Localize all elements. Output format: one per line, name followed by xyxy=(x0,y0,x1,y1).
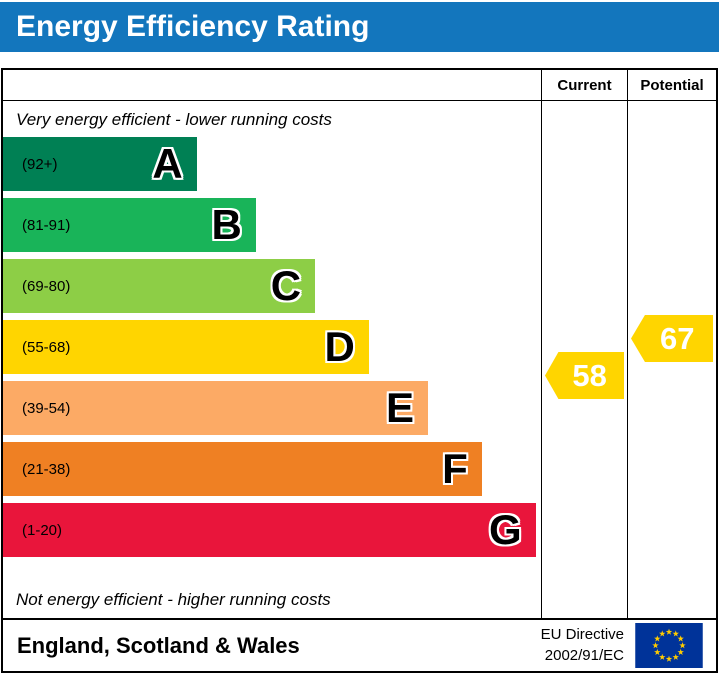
eu-directive-line-2: 2002/91/EC xyxy=(544,646,624,664)
eu-directive-label: EU Directive 2002/91/EC xyxy=(541,625,624,666)
band-row-c: (69-80) C xyxy=(3,259,541,313)
potential-score-arrow: 67 xyxy=(631,315,713,362)
band-letter-b: B xyxy=(211,201,242,248)
bottom-note: Not energy efficient - higher running co… xyxy=(16,590,331,609)
title-bar: Energy Efficiency Rating xyxy=(0,2,719,52)
eu-directive-line-1: EU Directive xyxy=(540,626,624,644)
band-bar-f: (21-38) F xyxy=(3,442,482,496)
column-header-spacer xyxy=(3,70,541,101)
column-header-potential: Potential xyxy=(627,70,716,101)
band-row-a: (92+) A xyxy=(3,137,541,191)
band-range-d: (55-68) xyxy=(22,338,71,356)
band-range-f: (21-38) xyxy=(22,460,71,478)
band-bar-g: (1-20) G xyxy=(3,503,536,557)
band-row-e: (39-54) E xyxy=(3,381,541,435)
band-bar-b: (81-91) B xyxy=(3,198,256,252)
band-row-d: (55-68) D xyxy=(3,320,541,374)
band-range-c: (69-80) xyxy=(22,277,71,295)
chart-box: Current Potential Very energy efficient … xyxy=(1,68,718,673)
footer: England, Scotland & Wales EU Directive 2… xyxy=(3,618,716,671)
current-score-value: 58 xyxy=(572,357,607,393)
band-letter-a: A xyxy=(152,140,183,187)
eu-flag-icon xyxy=(635,623,703,668)
potential-score-value: 67 xyxy=(660,320,695,356)
band-bar-e: (39-54) E xyxy=(3,381,429,435)
column-header-current: Current xyxy=(541,70,627,101)
footer-right: EU Directive 2002/91/EC xyxy=(541,623,704,668)
bands-area: Very energy efficient - lower running co… xyxy=(3,101,541,618)
top-note: Very energy efficient - lower running co… xyxy=(16,110,332,129)
band-range-a: (92+) xyxy=(22,155,58,173)
band-range-b: (81-91) xyxy=(22,216,71,234)
band-row-g: (1-20) G xyxy=(3,503,541,557)
band-letter-c: C xyxy=(270,262,302,309)
band-range-e: (39-54) xyxy=(22,399,71,417)
band-letter-f: F xyxy=(442,445,468,492)
band-letter-d: D xyxy=(324,323,355,370)
band-bar-d: (55-68) D xyxy=(3,320,369,374)
band-bar-a: (92+) A xyxy=(3,137,197,191)
chart-grid: Current Potential Very energy efficient … xyxy=(3,70,716,618)
band-letter-e: E xyxy=(386,384,415,431)
current-column: 58 xyxy=(541,101,627,618)
band-range-g: (1-20) xyxy=(22,521,63,539)
band-row-b: (81-91) B xyxy=(3,198,541,252)
current-score-arrow: 58 xyxy=(545,352,624,399)
band-letter-g: G xyxy=(488,506,522,553)
potential-column: 67 xyxy=(627,101,716,618)
band-row-f: (21-38) F xyxy=(3,442,541,496)
region-label: England, Scotland & Wales xyxy=(17,632,300,658)
band-bar-c: (69-80) C xyxy=(3,259,316,313)
